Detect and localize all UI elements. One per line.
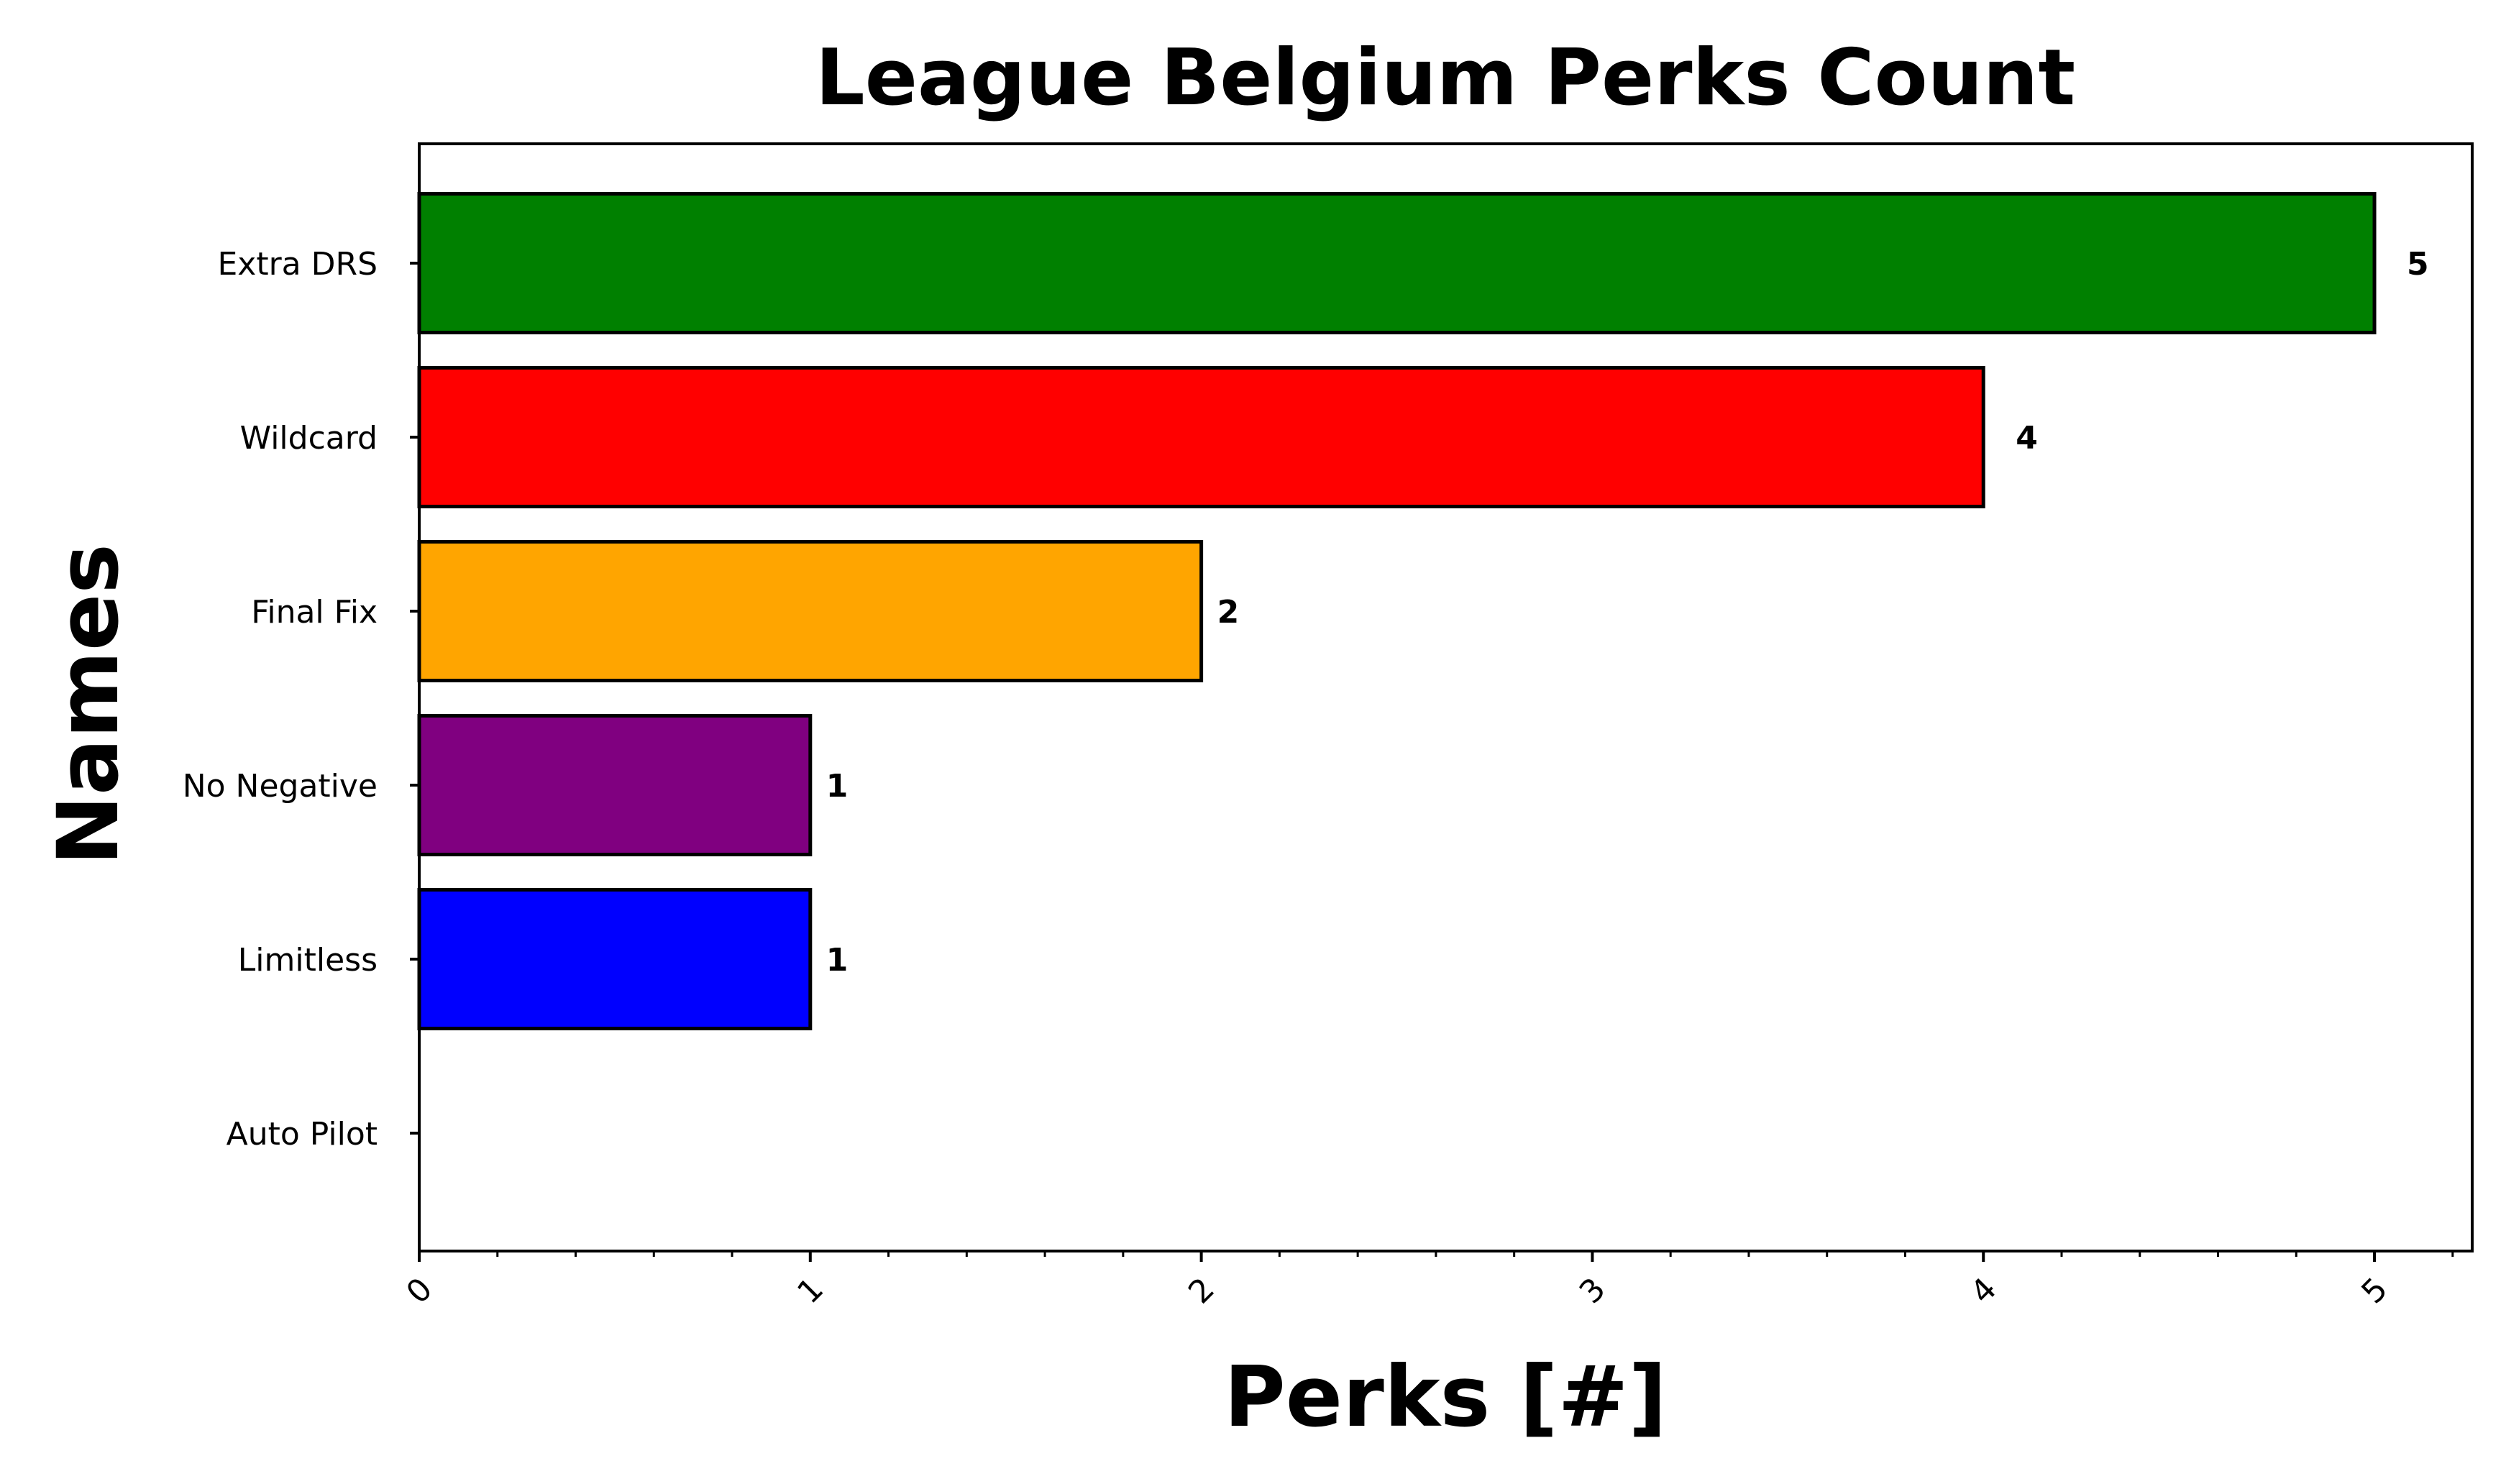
bar-limitless <box>417 888 813 1030</box>
y-tick-label: Final Fix <box>251 594 378 631</box>
plot-area-frame <box>418 142 2474 1252</box>
x-axis-label: Perks [#] <box>1224 1347 1667 1446</box>
bars-layer: 5 4 2 1 1 <box>417 192 2429 1030</box>
bar-no-negative <box>417 714 813 856</box>
y-tick-label: No Negative <box>183 768 378 805</box>
bar-value-label: 1 <box>826 942 849 979</box>
chart-title: League Belgium Perks Count <box>815 33 2075 123</box>
bar-value-label: 1 <box>826 768 849 805</box>
bar-wildcard <box>417 366 1985 508</box>
y-axis-label: Names <box>39 544 137 866</box>
bar-final-fix <box>417 540 1204 682</box>
y-tick-label: Auto Pilot <box>227 1116 378 1153</box>
bar-extra-drs <box>417 192 2377 334</box>
y-tick-label: Limitless <box>238 942 378 979</box>
bar-value-label: 4 <box>2016 420 2038 457</box>
y-tick-label: Wildcard <box>240 420 378 457</box>
y-tick-label: Extra DRS <box>217 246 378 283</box>
bar-value-label: 5 <box>2407 246 2429 283</box>
bar-value-label: 2 <box>1217 594 1240 631</box>
